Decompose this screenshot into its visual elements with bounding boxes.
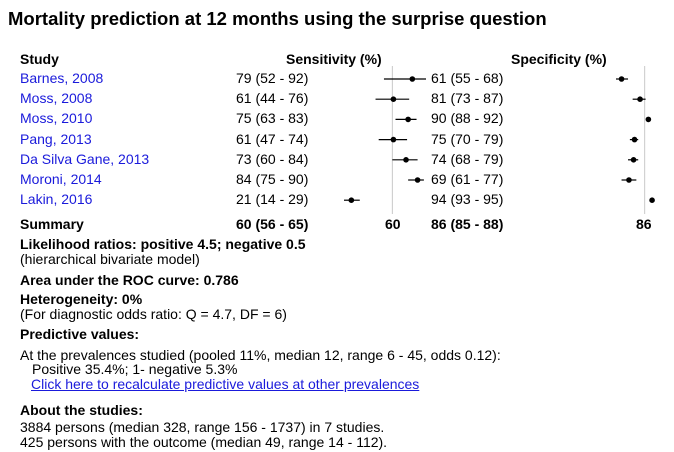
sensitivity-point [348,197,355,203]
study-name[interactable]: Moss, 2008 [20,90,93,107]
heterogeneity-heading: Heterogeneity: 0% [20,291,143,307]
specificity-point [645,116,652,123]
study-sensitivity-value: 61 (44 - 76) [236,90,309,107]
sensitivity-point [390,136,397,143]
heterogeneity-note: (For diagnostic odds ratio: Q = 4.7, DF … [20,306,287,322]
study-specificity-value: 81 (73 - 87) [431,90,504,107]
predictive-values-heading: Predictive values: [20,326,140,342]
specificity-point [649,197,655,203]
study-name[interactable]: Lakin, 2016 [20,191,93,208]
about-studies-outcomes: 425 persons with the outcome (median 49,… [20,434,388,450]
specificity-point [630,157,637,163]
predictive-values-result: Positive 35.4%; 1- negative 5.3% [32,361,238,377]
specificity-tick-label: 86 [636,216,652,232]
study-specificity-value: 61 (55 - 68) [431,70,504,86]
recalculate-prevalences-link[interactable]: Click here to recalculate predictive val… [31,376,420,392]
study-specificity-value: 75 (70 - 79) [431,130,504,147]
sensitivity-point [403,157,409,163]
about-studies-heading: About the studies: [20,402,143,418]
specificity-point [626,177,632,183]
study-specificity-value: 94 (93 - 95) [431,191,504,208]
page-title: Mortality prediction at 12 months using … [8,8,547,29]
sensitivity-point [414,177,421,183]
specificity-point [631,136,638,143]
study-specificity-value: 90 (88 - 92) [431,110,504,127]
study-name[interactable]: Da Silva Gane, 2013 [20,150,150,167]
study-sensitivity-value: 61 (47 - 74) [236,130,309,147]
about-studies-persons: 3884 persons (median 328, range 156 - 17… [20,419,385,435]
sensitivity-point [409,76,416,82]
specificity-column-header: Specificity (%) [511,51,607,67]
specificity-point [618,76,625,82]
auc-text: Area under the ROC curve: 0.786 [20,272,239,288]
study-sensitivity-value: 84 (75 - 90) [236,171,309,187]
study-name[interactable]: Pang, 2013 [20,130,92,147]
study-sensitivity-value: 21 (14 - 29) [236,191,309,208]
study-column-header: Study [20,51,59,67]
study-specificity-value: 69 (61 - 77) [431,171,504,187]
study-name[interactable]: Moss, 2010 [20,110,93,127]
sensitivity-tick-label: 60 [385,216,401,232]
specificity-point [637,96,643,102]
study-sensitivity-value: 79 (52 - 92) [236,70,309,86]
summary-label: Summary [20,216,84,232]
study-sensitivity-value: 75 (63 - 83) [236,110,309,127]
summary-specificity-value: 86 (85 - 88) [431,216,504,232]
sensitivity-point [405,116,411,123]
study-sensitivity-value: 73 (60 - 84) [236,150,309,167]
likelihood-ratios-note: (hierarchical bivariate model) [20,251,200,267]
study-name[interactable]: Moroni, 2014 [20,171,102,187]
sensitivity-point [390,96,397,102]
predictive-values-line: At the prevalences studied (pooled 11%, … [20,347,501,363]
likelihood-ratios-heading: Likelihood ratios: positive 4.5; negativ… [20,236,306,252]
sensitivity-column-header: Sensitivity (%) [286,51,382,67]
summary-sensitivity-value: 60 (56 - 65) [236,216,309,232]
study-specificity-value: 74 (68 - 79) [431,150,504,167]
study-name[interactable]: Barnes, 2008 [20,70,104,86]
